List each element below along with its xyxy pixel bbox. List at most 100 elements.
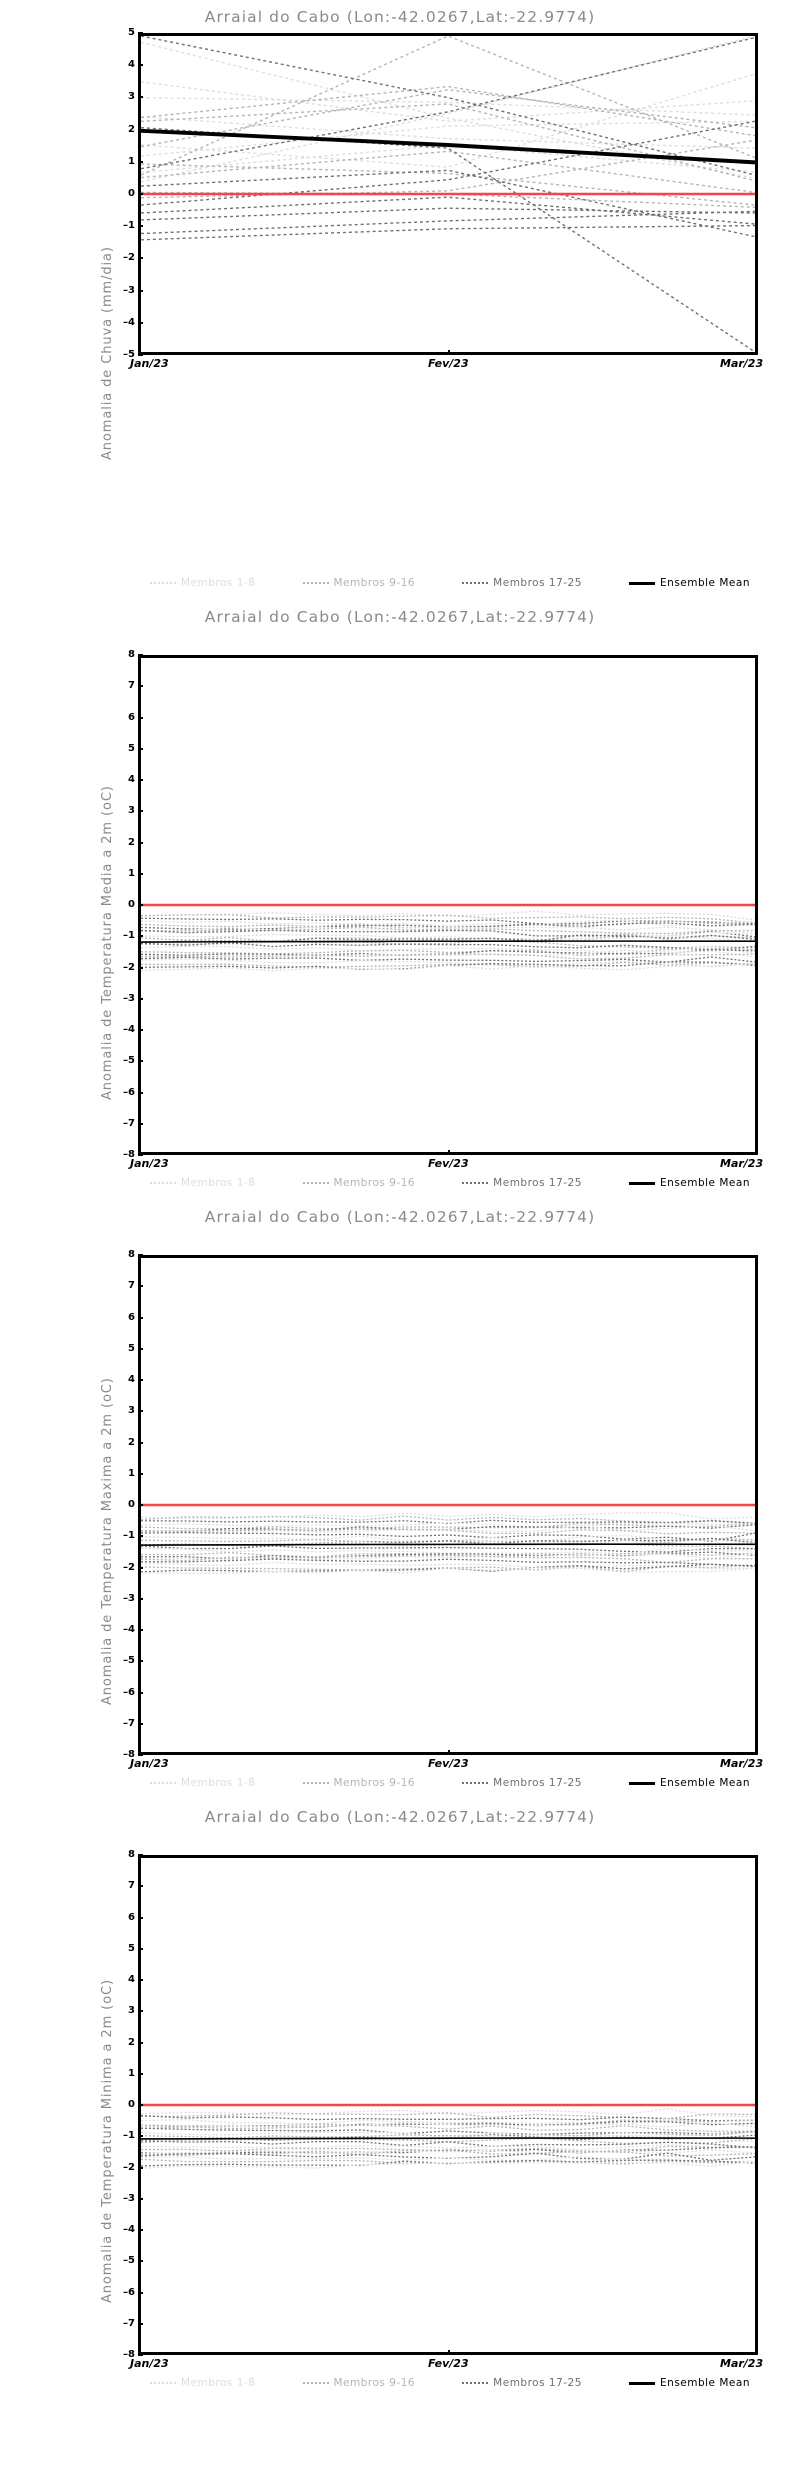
y-tick-label: –5 <box>123 349 135 360</box>
x-tick-mark <box>756 2350 758 2355</box>
plot-lines-precip <box>141 36 755 352</box>
member-line <box>141 81 755 123</box>
legend-swatch <box>302 1782 329 1785</box>
member-line <box>141 1539 755 1547</box>
y-tick-label: 4 <box>128 774 135 785</box>
y-tick-mark <box>138 1597 143 1600</box>
member-line <box>141 1554 755 1564</box>
member-line <box>141 2152 755 2161</box>
y-tick-label: –4 <box>123 1024 135 1035</box>
x-tick-mark <box>756 1750 758 1755</box>
member-line <box>141 2159 755 2167</box>
y-tick-label: 0 <box>128 2099 135 2110</box>
y-tick-mark <box>138 160 143 163</box>
ensemble-mean-line <box>141 2137 755 2140</box>
legend-item: Membros 9-16 <box>302 1778 416 1789</box>
legend-precip: Membros 1-8 Membros 9-16 Membros 17-25 Ense… <box>150 578 750 589</box>
y-tick-mark <box>138 1566 143 1569</box>
member-line <box>141 2140 755 2149</box>
legend-item: Membros 1-8 <box>150 578 255 589</box>
y-tick-mark <box>138 257 143 260</box>
y-tick-mark <box>138 1854 143 1856</box>
member-line <box>141 1547 755 1555</box>
member-line <box>141 933 755 943</box>
chart-title-tmean: Arraial do Cabo (Lon:-42.0267,Lat:-22.97… <box>204 608 596 626</box>
plot-area-tmax: 8 7 6 5 4 3 2 1 0 –1 –2 –3 –4 –5 –6 –7 –8 Jan/23 Fev/23 Ma… <box>123 1250 763 1770</box>
plot-frame-tmax <box>138 1255 758 1755</box>
member-line <box>141 96 755 116</box>
member-line <box>141 36 755 170</box>
member-line <box>141 210 755 235</box>
member-line <box>141 224 755 241</box>
member-line <box>141 2146 755 2155</box>
legend-swatch <box>629 1181 656 1185</box>
y-tick-label: –5 <box>123 1655 135 1667</box>
member-line <box>141 2144 755 2151</box>
member-line <box>141 120 755 157</box>
member-line <box>141 947 755 957</box>
y-tick-label: 0 <box>128 188 135 199</box>
chart-title-tmax: Arraial do Cabo (Lon:-42.0267,Lat:-22.97… <box>204 1208 596 1226</box>
member-line <box>141 1567 755 1575</box>
x-tick-label: Jan/23 <box>130 357 169 370</box>
member-line <box>141 36 755 176</box>
y-tick-label: –1 <box>123 2130 135 2142</box>
legend-item: Membros 9-16 <box>302 2378 416 2389</box>
legend-swatch <box>462 1782 489 1785</box>
member-line <box>141 2119 755 2127</box>
plot-frame-precip <box>138 33 758 355</box>
x-tick-mark <box>138 1150 140 1155</box>
y-tick-label: 8 <box>128 1849 135 1860</box>
chart-title-precip: Arraial do Cabo (Lon:-42.0267,Lat:-22.97… <box>204 8 596 26</box>
y-tick-mark <box>138 904 143 906</box>
x-tick-mark <box>448 1750 450 1755</box>
member-line <box>141 1515 755 1524</box>
x-tick-mark <box>756 1150 758 1155</box>
x-tick-label: Mar/23 <box>720 1757 764 1770</box>
legend-label: Ensemble Mean <box>660 1177 750 1189</box>
ensemble-mean-line <box>141 940 755 943</box>
y-tick-mark <box>138 685 143 688</box>
member-line <box>141 1545 755 1553</box>
plot-lines-tmax <box>141 1503 755 1575</box>
y-tick-mark <box>138 1441 143 1444</box>
member-line <box>141 1534 755 1543</box>
y-tick-mark <box>138 289 143 292</box>
member-line <box>141 961 755 968</box>
y-tick-mark <box>138 779 143 781</box>
member-line <box>141 935 755 945</box>
y-tick-label: 3 <box>128 1405 135 1417</box>
y-tick-label: 1 <box>128 1467 135 1479</box>
member-line <box>141 917 755 925</box>
x-tick-label: Mar/23 <box>720 357 764 370</box>
y-tick-label: 6 <box>128 1311 135 1323</box>
y-tick-label: 4 <box>128 1974 135 1985</box>
member-line <box>141 926 755 934</box>
member-line <box>141 2145 755 2153</box>
y-tick-mark <box>138 2229 143 2231</box>
legend-label: Membros 17-25 <box>493 2377 582 2389</box>
legend-item: Membros 1-8 <box>150 1178 255 1189</box>
member-line <box>141 1552 755 1558</box>
member-line <box>141 139 755 199</box>
member-line <box>141 120 755 206</box>
member-line <box>141 115 755 149</box>
y-tick-label: –1 <box>123 1530 135 1542</box>
y-tick-label: –2 <box>123 961 135 973</box>
y-tick-label: 3 <box>128 91 135 103</box>
y-tick-mark <box>138 2010 143 2013</box>
y-tick-mark <box>138 1916 143 1919</box>
member-line <box>141 144 755 174</box>
member-line <box>141 2124 755 2132</box>
y-tick-mark <box>138 225 143 228</box>
member-line <box>141 1528 755 1535</box>
y-tick-mark <box>138 966 143 969</box>
panel-tmean-anomaly: Arraial do Cabo (Lon:-42.0267,Lat:-22.97… <box>0 600 800 1200</box>
y-tick-label: 5 <box>128 742 135 754</box>
x-tick-mark <box>756 350 758 355</box>
y-tick-mark <box>138 997 143 1000</box>
legend-swatch <box>150 582 176 585</box>
member-line <box>141 2127 755 2136</box>
member-line <box>141 1511 755 1520</box>
member-line <box>141 2134 755 2143</box>
